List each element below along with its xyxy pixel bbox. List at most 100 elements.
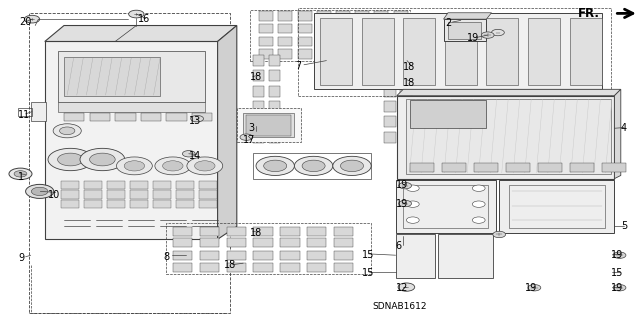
Ellipse shape <box>294 156 333 175</box>
Text: 1: 1 <box>18 172 24 182</box>
Ellipse shape <box>14 171 27 177</box>
Polygon shape <box>227 251 246 260</box>
Polygon shape <box>269 86 280 97</box>
Polygon shape <box>538 163 562 172</box>
Ellipse shape <box>333 156 371 175</box>
Polygon shape <box>253 70 264 81</box>
Polygon shape <box>298 24 312 33</box>
Ellipse shape <box>26 184 54 198</box>
Polygon shape <box>269 55 280 66</box>
Polygon shape <box>84 190 102 199</box>
Polygon shape <box>58 102 205 112</box>
Polygon shape <box>374 49 388 59</box>
Text: SDNAB1612: SDNAB1612 <box>372 302 427 311</box>
Polygon shape <box>269 101 280 112</box>
Polygon shape <box>227 238 246 247</box>
Polygon shape <box>269 132 280 143</box>
Ellipse shape <box>240 134 253 140</box>
Polygon shape <box>442 163 466 172</box>
Polygon shape <box>199 190 217 199</box>
Polygon shape <box>400 101 412 112</box>
Polygon shape <box>336 37 350 46</box>
Ellipse shape <box>481 32 494 38</box>
Polygon shape <box>397 96 614 179</box>
Polygon shape <box>394 11 408 21</box>
Polygon shape <box>84 181 102 189</box>
Polygon shape <box>176 200 194 208</box>
Polygon shape <box>31 102 46 121</box>
Ellipse shape <box>406 185 419 191</box>
Polygon shape <box>173 238 192 247</box>
Polygon shape <box>130 190 148 199</box>
Polygon shape <box>403 18 435 85</box>
Polygon shape <box>253 132 264 143</box>
Text: 10: 10 <box>48 189 60 200</box>
Polygon shape <box>280 251 300 260</box>
Polygon shape <box>362 18 394 85</box>
Polygon shape <box>237 108 301 142</box>
Polygon shape <box>269 116 280 127</box>
Text: 12: 12 <box>396 283 408 293</box>
Polygon shape <box>394 24 408 33</box>
Polygon shape <box>410 100 486 128</box>
Polygon shape <box>45 26 237 41</box>
Text: 3: 3 <box>248 123 255 133</box>
Text: 2: 2 <box>445 18 451 28</box>
Ellipse shape <box>264 160 287 172</box>
Polygon shape <box>499 180 614 233</box>
Polygon shape <box>374 11 388 21</box>
Polygon shape <box>314 13 602 89</box>
Polygon shape <box>397 89 621 96</box>
Polygon shape <box>336 24 350 33</box>
Polygon shape <box>410 163 434 172</box>
Polygon shape <box>336 11 350 21</box>
Polygon shape <box>570 18 602 85</box>
Polygon shape <box>218 26 237 239</box>
Text: 7: 7 <box>296 61 302 71</box>
Ellipse shape <box>58 153 83 166</box>
Ellipse shape <box>182 151 195 157</box>
Ellipse shape <box>472 201 485 207</box>
Text: 8: 8 <box>163 252 170 262</box>
Polygon shape <box>243 113 294 137</box>
Ellipse shape <box>60 127 75 135</box>
Polygon shape <box>320 18 352 85</box>
Text: FR.: FR. <box>578 7 600 20</box>
Polygon shape <box>173 263 192 272</box>
Ellipse shape <box>90 153 115 166</box>
Ellipse shape <box>302 160 325 172</box>
Text: 19: 19 <box>396 199 408 209</box>
Ellipse shape <box>528 285 541 291</box>
Polygon shape <box>253 251 273 260</box>
Polygon shape <box>614 89 621 179</box>
Polygon shape <box>227 263 246 272</box>
Polygon shape <box>253 101 264 112</box>
Polygon shape <box>355 49 369 59</box>
Ellipse shape <box>191 115 204 122</box>
Text: 18: 18 <box>403 78 415 88</box>
Ellipse shape <box>9 168 32 180</box>
Text: 15: 15 <box>362 268 374 278</box>
Ellipse shape <box>53 124 81 138</box>
Polygon shape <box>253 86 264 97</box>
Text: 20: 20 <box>19 17 31 27</box>
Polygon shape <box>64 113 84 121</box>
Ellipse shape <box>406 217 419 223</box>
Polygon shape <box>280 238 300 247</box>
Polygon shape <box>355 11 369 21</box>
Text: 11: 11 <box>18 110 30 120</box>
Polygon shape <box>307 227 326 236</box>
Ellipse shape <box>195 161 215 171</box>
Polygon shape <box>445 18 477 85</box>
Text: 17: 17 <box>243 135 255 145</box>
Polygon shape <box>176 181 194 189</box>
Polygon shape <box>141 113 161 121</box>
Polygon shape <box>259 37 273 46</box>
Polygon shape <box>506 163 530 172</box>
Polygon shape <box>298 11 312 21</box>
Polygon shape <box>45 41 218 239</box>
Text: 18: 18 <box>224 260 236 271</box>
Polygon shape <box>200 227 219 236</box>
Ellipse shape <box>155 157 191 175</box>
Polygon shape <box>474 163 498 172</box>
